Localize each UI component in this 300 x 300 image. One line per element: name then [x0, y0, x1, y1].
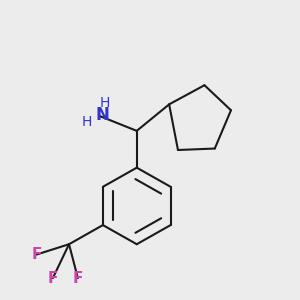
Text: N: N [96, 106, 110, 124]
Text: F: F [73, 271, 83, 286]
Text: H: H [82, 115, 92, 129]
Text: F: F [48, 271, 58, 286]
Text: F: F [32, 247, 42, 262]
Text: H: H [99, 96, 110, 110]
